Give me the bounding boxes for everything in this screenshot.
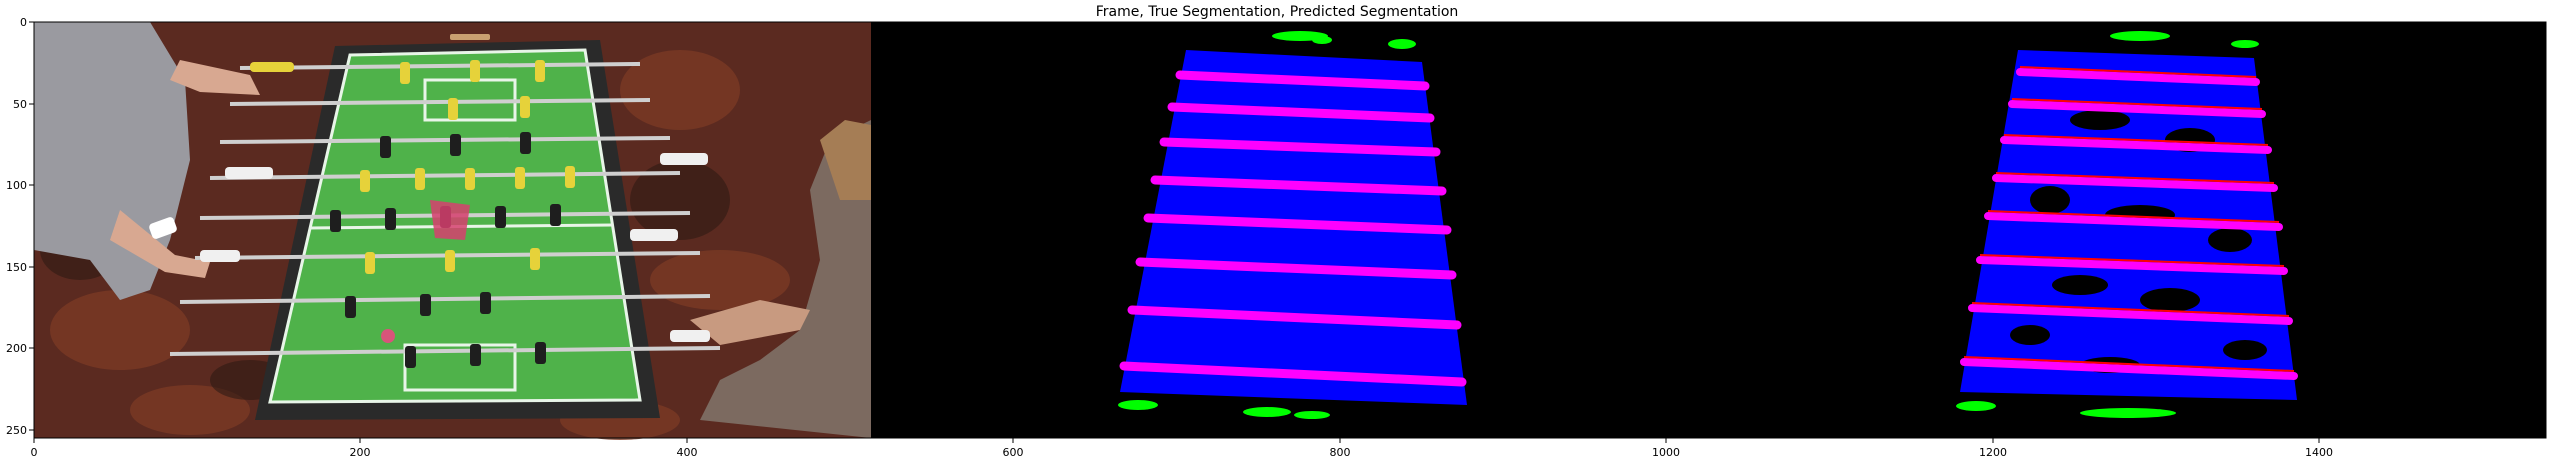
- x-tick-label: 1400: [2305, 446, 2333, 459]
- right-person-body: [700, 120, 871, 438]
- left-person-arm: [110, 210, 210, 278]
- left-person-hand-top: [170, 60, 260, 95]
- y-tick-marks: [29, 21, 34, 431]
- rod-handles: [200, 62, 710, 342]
- y-tick-label: 0: [20, 16, 27, 29]
- center-marker: [430, 200, 470, 240]
- predicted-hand-masks: [1956, 31, 2259, 418]
- y-tick-label: 250: [6, 424, 27, 437]
- ball: [381, 329, 395, 343]
- frame-panel: [34, 22, 871, 440]
- yellow-players: [360, 60, 575, 274]
- y-tick-label: 200: [6, 342, 27, 355]
- y-tick-label: 100: [6, 179, 27, 192]
- x-tick-label: 200: [350, 446, 371, 459]
- predicted-rod-masks: [1960, 68, 2298, 380]
- x-tick-label: 600: [1003, 446, 1024, 459]
- rods: [169, 62, 721, 356]
- predicted-rod-edges: [1963, 66, 2295, 372]
- y-tick-label: 150: [6, 261, 27, 274]
- score-beads: [450, 34, 490, 40]
- x-tick-label: 0: [31, 446, 38, 459]
- predicted-segmentation-panel: [1956, 31, 2298, 418]
- x-tick-label: 1000: [1652, 446, 1680, 459]
- true-rod-masks: [1119, 70, 1467, 387]
- x-tick-label: 800: [1330, 446, 1351, 459]
- y-tick-labels: 0 50 100 150 200 250: [6, 16, 27, 437]
- figure-title: Frame, True Segmentation, Predicted Segm…: [1095, 4, 1459, 20]
- x-tick-labels: 0 200 400 600 800 1000 1200 1400: [31, 446, 2334, 459]
- left-person-wristband: [149, 217, 177, 239]
- true-segmentation-panel: [1118, 31, 1467, 419]
- x-tick-label: 1200: [1979, 446, 2007, 459]
- right-person-hair: [820, 120, 871, 200]
- y-tick-label: 50: [13, 98, 27, 111]
- x-tick-label: 400: [677, 446, 698, 459]
- x-tick-marks: [33, 438, 2320, 443]
- axes-frame: [33, 21, 2547, 439]
- true-hand-masks: [1118, 31, 1416, 419]
- right-person-arm: [690, 300, 810, 345]
